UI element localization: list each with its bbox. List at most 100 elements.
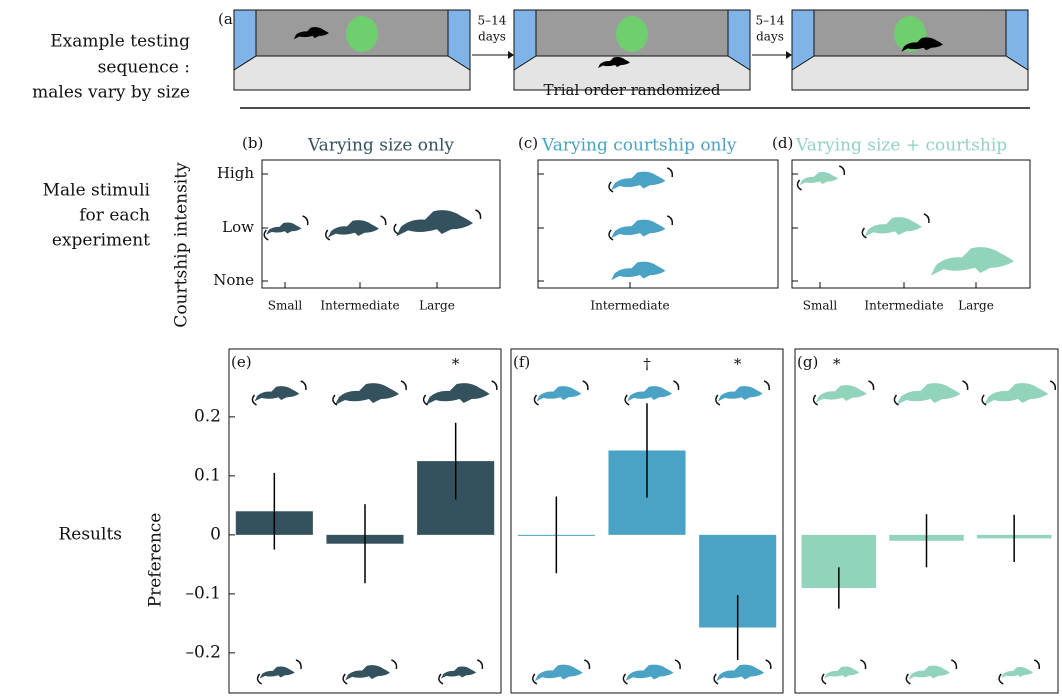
- caption: Trial order randomized: [544, 81, 721, 99]
- tank: [234, 10, 470, 90]
- courtship-mark: [951, 660, 956, 669]
- interval: 5–14: [478, 14, 507, 28]
- fish-icon: [266, 223, 301, 235]
- courtship-mark: [868, 381, 873, 390]
- interval: days: [478, 30, 506, 44]
- x-tick-label: Large: [419, 299, 455, 313]
- panel-label: (f): [513, 353, 530, 371]
- fish-icon: [931, 247, 1014, 275]
- y-tick-label: 0.1: [194, 465, 221, 485]
- x-tick-label: Small: [268, 299, 303, 313]
- courtship-mark: [764, 381, 769, 390]
- fish-icon: [260, 667, 295, 679]
- significance-marker: †: [643, 355, 651, 373]
- panel-title: Varying size only: [307, 136, 454, 156]
- row-label: Example testing: [50, 32, 190, 52]
- fish-icon: [627, 386, 672, 401]
- courtship-mark: [822, 674, 826, 684]
- fish-icon: [908, 666, 950, 680]
- interval: days: [756, 30, 784, 44]
- y-tick-label: 0.2: [194, 406, 221, 426]
- y-axis-label: Preference: [146, 513, 166, 608]
- courtship-mark: [924, 214, 929, 223]
- panel-a: (a) 5–14 days: [218, 10, 1030, 108]
- significance-marker: *: [452, 355, 460, 373]
- courtship-mark: [264, 230, 268, 240]
- fish-icon: [611, 172, 665, 191]
- fish-icon: [816, 385, 867, 403]
- fish-icon: [396, 210, 473, 236]
- courtship-mark: [798, 180, 802, 190]
- fish-icon: [626, 665, 674, 681]
- x-tick-label: Small: [803, 299, 838, 313]
- significance-marker: *: [734, 355, 742, 373]
- y-tick-label: –0.1: [185, 583, 221, 603]
- courtship-mark: [301, 381, 306, 390]
- x-tick-label: Intermediate: [590, 299, 669, 313]
- fish-icon: [716, 665, 764, 681]
- x-tick-label: Intermediate: [864, 299, 943, 313]
- courtship-mark: [401, 381, 406, 390]
- courtship-mark: [609, 182, 613, 192]
- row-label: Results: [58, 525, 122, 545]
- row-label: experiment: [52, 231, 150, 251]
- fish-icon: [824, 667, 859, 679]
- tank: [792, 10, 1028, 90]
- fish-icon: [335, 383, 399, 405]
- y-tick-label: 0: [210, 524, 221, 544]
- fish-icon: [345, 665, 390, 680]
- fish-icon: [426, 383, 490, 405]
- courtship-mark: [439, 674, 443, 684]
- courtship-mark: [381, 216, 386, 225]
- fish-icon: [1001, 667, 1033, 678]
- fish-icon: [537, 386, 582, 401]
- courtship-mark: [1050, 381, 1055, 390]
- fish-icon: [441, 667, 476, 679]
- courtship-mark: [258, 674, 262, 684]
- courtship-mark: [609, 230, 613, 240]
- courtship-mark: [391, 660, 396, 669]
- row-label: for each: [79, 206, 150, 226]
- fish-icon: [897, 383, 961, 405]
- courtship-mark: [766, 660, 771, 669]
- row-label: sequence :: [98, 58, 190, 78]
- arrow-head: [508, 51, 514, 59]
- courtship-mark: [475, 210, 480, 219]
- significance-marker: *: [833, 355, 841, 373]
- fish-icon: [611, 220, 665, 239]
- fish-icon: [864, 217, 922, 237]
- panel-label: (e): [231, 353, 252, 371]
- courtship-mark: [860, 660, 865, 669]
- x-tick-label: Large: [958, 299, 994, 313]
- courtship-mark: [667, 168, 672, 177]
- y-axis-label: Courtship intensity: [172, 162, 192, 328]
- courtship-mark: [583, 381, 588, 390]
- courtship-mark: [303, 216, 308, 225]
- courtship-mark: [492, 381, 497, 390]
- courtship-mark: [862, 228, 866, 238]
- courtship-mark: [1034, 660, 1039, 669]
- row-label: males vary by size: [32, 83, 190, 103]
- fish-icon: [984, 383, 1048, 405]
- courtship-mark: [394, 224, 398, 234]
- fish-icon: [535, 665, 583, 681]
- panel-label: (g): [797, 353, 818, 371]
- courtship-mark: [477, 660, 482, 669]
- fish-icon: [255, 386, 300, 401]
- panel-label: (c): [518, 134, 538, 152]
- panel-title: Varying courtship only: [541, 136, 737, 156]
- row-label: Male stimuli: [43, 181, 151, 201]
- panel-label: (d): [772, 134, 793, 152]
- y-tick-label: –0.2: [185, 642, 221, 662]
- panel-label: (b): [242, 134, 263, 152]
- fish-icon: [800, 172, 838, 185]
- courtship-mark: [296, 660, 301, 669]
- courtship-mark: [673, 381, 678, 390]
- figure: Example testing sequence : males vary by…: [0, 0, 1062, 696]
- tank: [514, 10, 750, 90]
- courtship-mark: [675, 660, 680, 669]
- y-tick-label: Low: [222, 218, 254, 236]
- courtship-mark: [963, 381, 968, 390]
- courtship-mark: [584, 660, 589, 669]
- interval: 5–14: [756, 14, 785, 28]
